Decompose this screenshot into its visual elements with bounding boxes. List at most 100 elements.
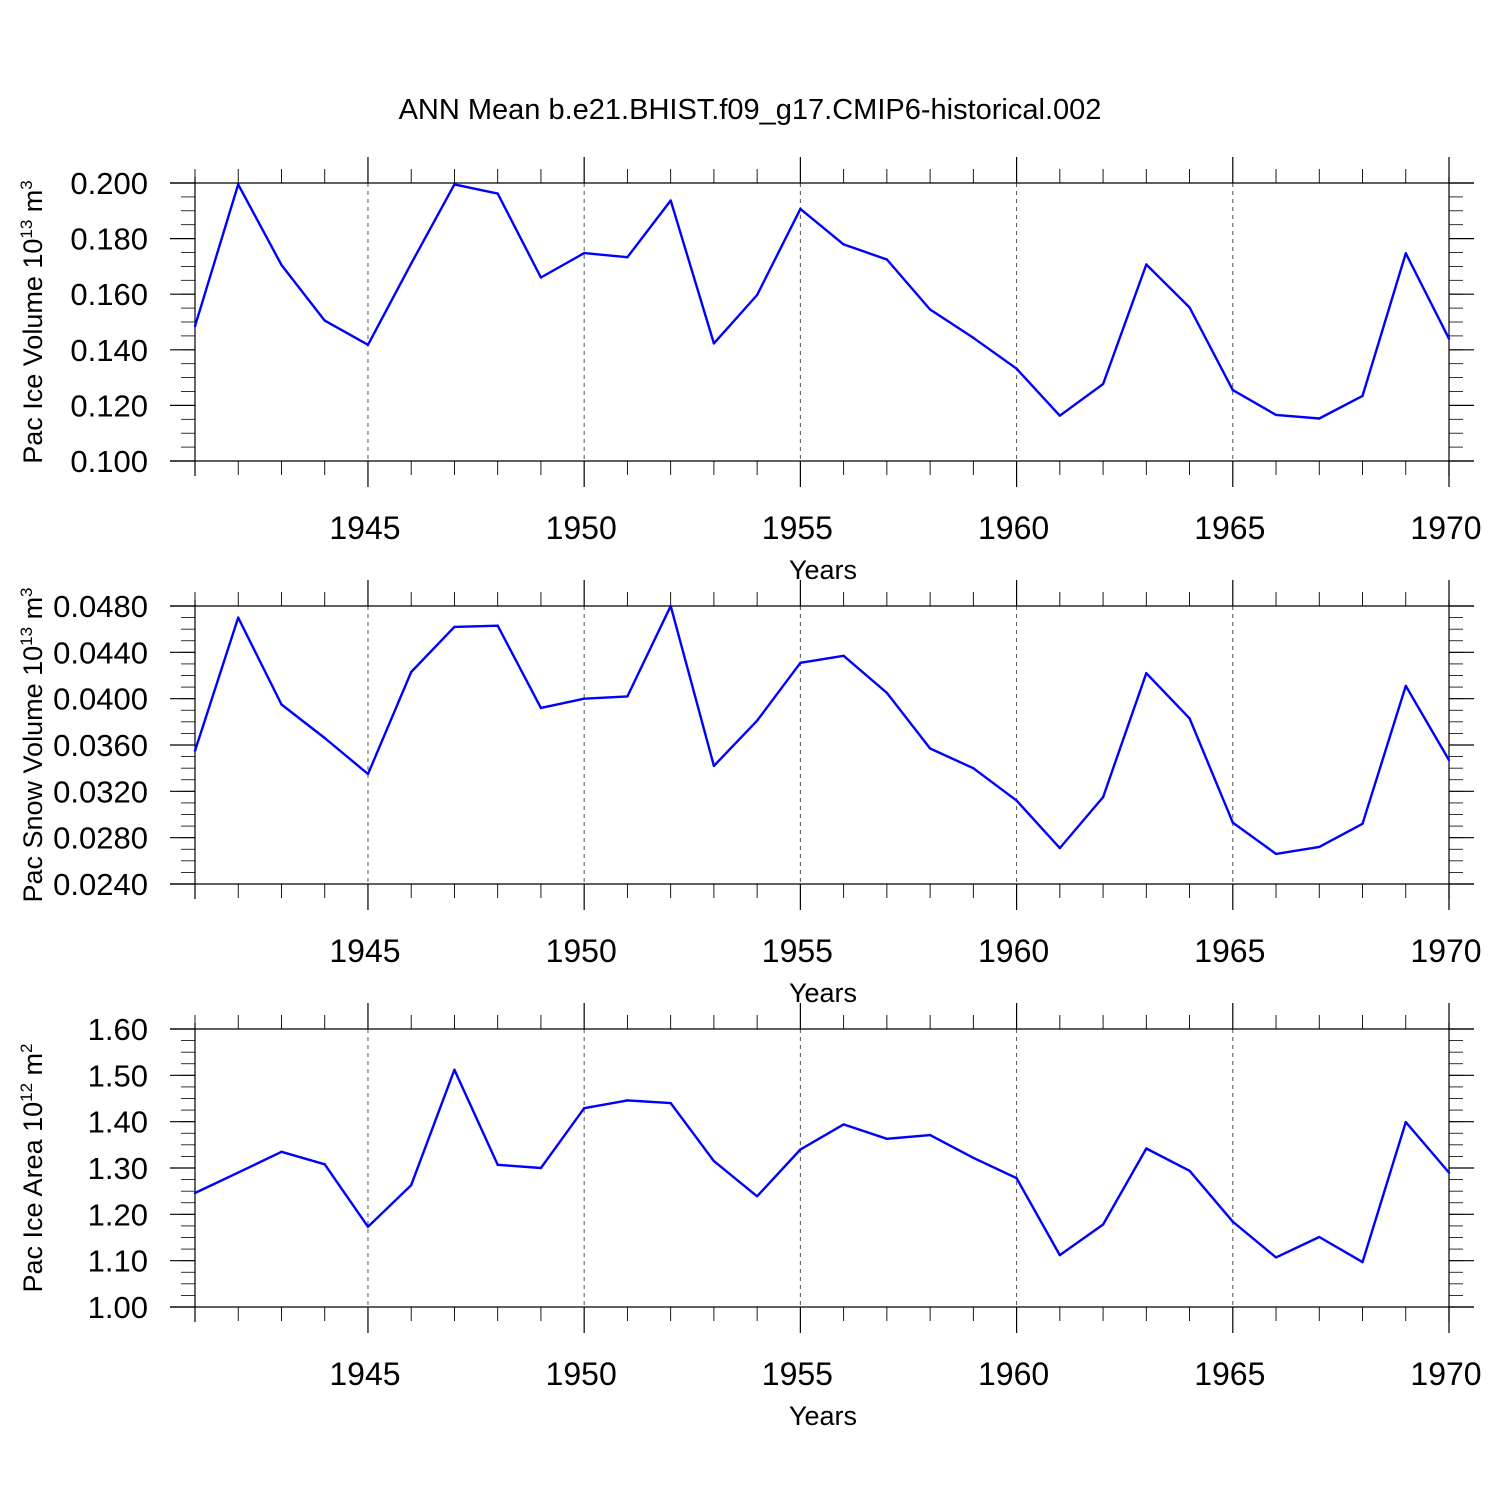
- data-point: [928, 747, 932, 750]
- y-tick-label: 1.60: [88, 1012, 148, 1047]
- data-point: [1404, 252, 1407, 255]
- x-tick-label: 1945: [329, 1356, 400, 1392]
- data-point: [582, 251, 586, 255]
- data-point: [280, 263, 283, 267]
- data-point: [366, 1225, 370, 1229]
- x-tick-label: 1955: [762, 1356, 833, 1392]
- y-tick-label: 0.0240: [53, 867, 148, 902]
- y-tick-label: 1.40: [88, 1105, 148, 1140]
- data-point: [1447, 758, 1451, 762]
- x-tick-label: 1955: [762, 933, 833, 969]
- data-point: [1101, 795, 1105, 799]
- data-point: [1058, 1253, 1062, 1257]
- x-tick-label: 1970: [1410, 1356, 1481, 1392]
- data-point: [280, 703, 283, 706]
- y-axis-label: Pac Ice Volume 1013 m3: [17, 180, 48, 464]
- data-point: [842, 1123, 845, 1126]
- data-point: [280, 1150, 283, 1153]
- data-point: [453, 625, 456, 629]
- data-point: [193, 324, 197, 328]
- y-tick-label: 0.0360: [53, 728, 148, 763]
- x-tick-label: 1945: [329, 510, 400, 546]
- y-tick-label: 0.160: [70, 277, 148, 312]
- data-point: [842, 243, 845, 246]
- data-point: [582, 697, 586, 700]
- x-tick-label: 1950: [546, 510, 617, 546]
- y-axis-label: Pac Ice Area 1012 m2: [17, 1043, 48, 1292]
- data-point: [669, 1101, 672, 1105]
- y-tick-label: 0.200: [70, 166, 148, 201]
- data-point: [712, 342, 716, 345]
- x-tick-label: 1950: [546, 933, 617, 969]
- y-tick-label: 1.30: [88, 1151, 148, 1186]
- data-point: [1145, 671, 1148, 675]
- data-point: [1188, 717, 1191, 720]
- data-point: [193, 749, 197, 752]
- data-point: [1231, 1220, 1234, 1223]
- data-point: [496, 192, 499, 195]
- x-tick-label: 1970: [1410, 510, 1481, 546]
- data-point: [928, 1133, 932, 1137]
- data-point: [1101, 1223, 1105, 1226]
- data-point: [1274, 413, 1278, 417]
- data-point: [1101, 382, 1105, 386]
- data-point: [712, 764, 716, 768]
- data-point: [972, 336, 975, 340]
- data-point: [237, 616, 240, 619]
- y-tick-label: 1.00: [88, 1290, 148, 1325]
- y-tick-label: 0.0280: [53, 821, 148, 856]
- data-point: [755, 719, 759, 722]
- data-point: [755, 1195, 759, 1198]
- x-tick-label: 1945: [329, 933, 400, 969]
- data-point: [410, 670, 413, 674]
- data-point: [669, 199, 672, 202]
- data-point: [1404, 684, 1407, 688]
- data-point: [669, 604, 672, 608]
- data-point: [799, 661, 802, 664]
- data-point: [885, 691, 889, 695]
- data-point: [496, 1163, 499, 1166]
- data-point: [626, 1099, 629, 1102]
- panel-2: 0.0240 0.0280 0.0320 0.0360 0.0400 0.0440 0.04…: [17, 580, 1482, 1008]
- data-point: [1447, 337, 1451, 340]
- data-point: [1318, 1235, 1321, 1239]
- x-tick-label: 1950: [546, 1356, 617, 1392]
- data-point: [323, 319, 326, 322]
- x-axis-label: Years: [789, 555, 857, 585]
- data-point: [453, 183, 456, 186]
- data-point: [496, 624, 499, 627]
- y-tick-label: 0.0440: [53, 635, 148, 670]
- data-point: [1318, 417, 1321, 420]
- chart-title: ANN Mean b.e21.BHIST.f09_g17.CMIP6-histo…: [399, 94, 1102, 126]
- data-point: [1015, 1176, 1018, 1180]
- x-axis-label: Years: [789, 1401, 857, 1431]
- data-point: [712, 1159, 716, 1163]
- x-tick-label: 1955: [762, 510, 833, 546]
- y-tick-label: 0.180: [70, 222, 148, 257]
- panel-3: 1.00 1.10 1.20 1.30 1.40 1.50 1.60 1945 1950 1955…: [17, 1003, 1482, 1431]
- data-point: [366, 343, 370, 346]
- data-point: [799, 207, 802, 211]
- data-point: [1361, 822, 1364, 825]
- x-axis-label: Years: [789, 978, 857, 1008]
- data-point: [1274, 852, 1278, 856]
- data-point: [539, 276, 543, 279]
- data-point: [1231, 821, 1234, 824]
- y-axis-label: Pac Snow Volume 1013 m3: [17, 587, 48, 902]
- data-point: [582, 1107, 586, 1110]
- data-point: [885, 1137, 889, 1141]
- x-tick-label: 1960: [978, 510, 1049, 546]
- data-point: [323, 736, 326, 740]
- data-point: [1145, 1147, 1148, 1150]
- y-tick-label: 0.0320: [53, 774, 148, 809]
- data-point: [972, 1156, 975, 1160]
- data-point: [237, 1171, 240, 1174]
- y-tick-label: 1.20: [88, 1197, 148, 1232]
- panel-1: 0.100 0.120 0.140 0.160 0.180 0.200 1945 1950 19…: [17, 157, 1482, 585]
- data-point: [1361, 1260, 1364, 1264]
- y-tick-label: 0.100: [70, 444, 148, 479]
- data-point: [539, 706, 543, 710]
- data-point: [972, 766, 975, 770]
- data-point: [366, 772, 370, 776]
- y-tick-label: 1.10: [88, 1244, 148, 1279]
